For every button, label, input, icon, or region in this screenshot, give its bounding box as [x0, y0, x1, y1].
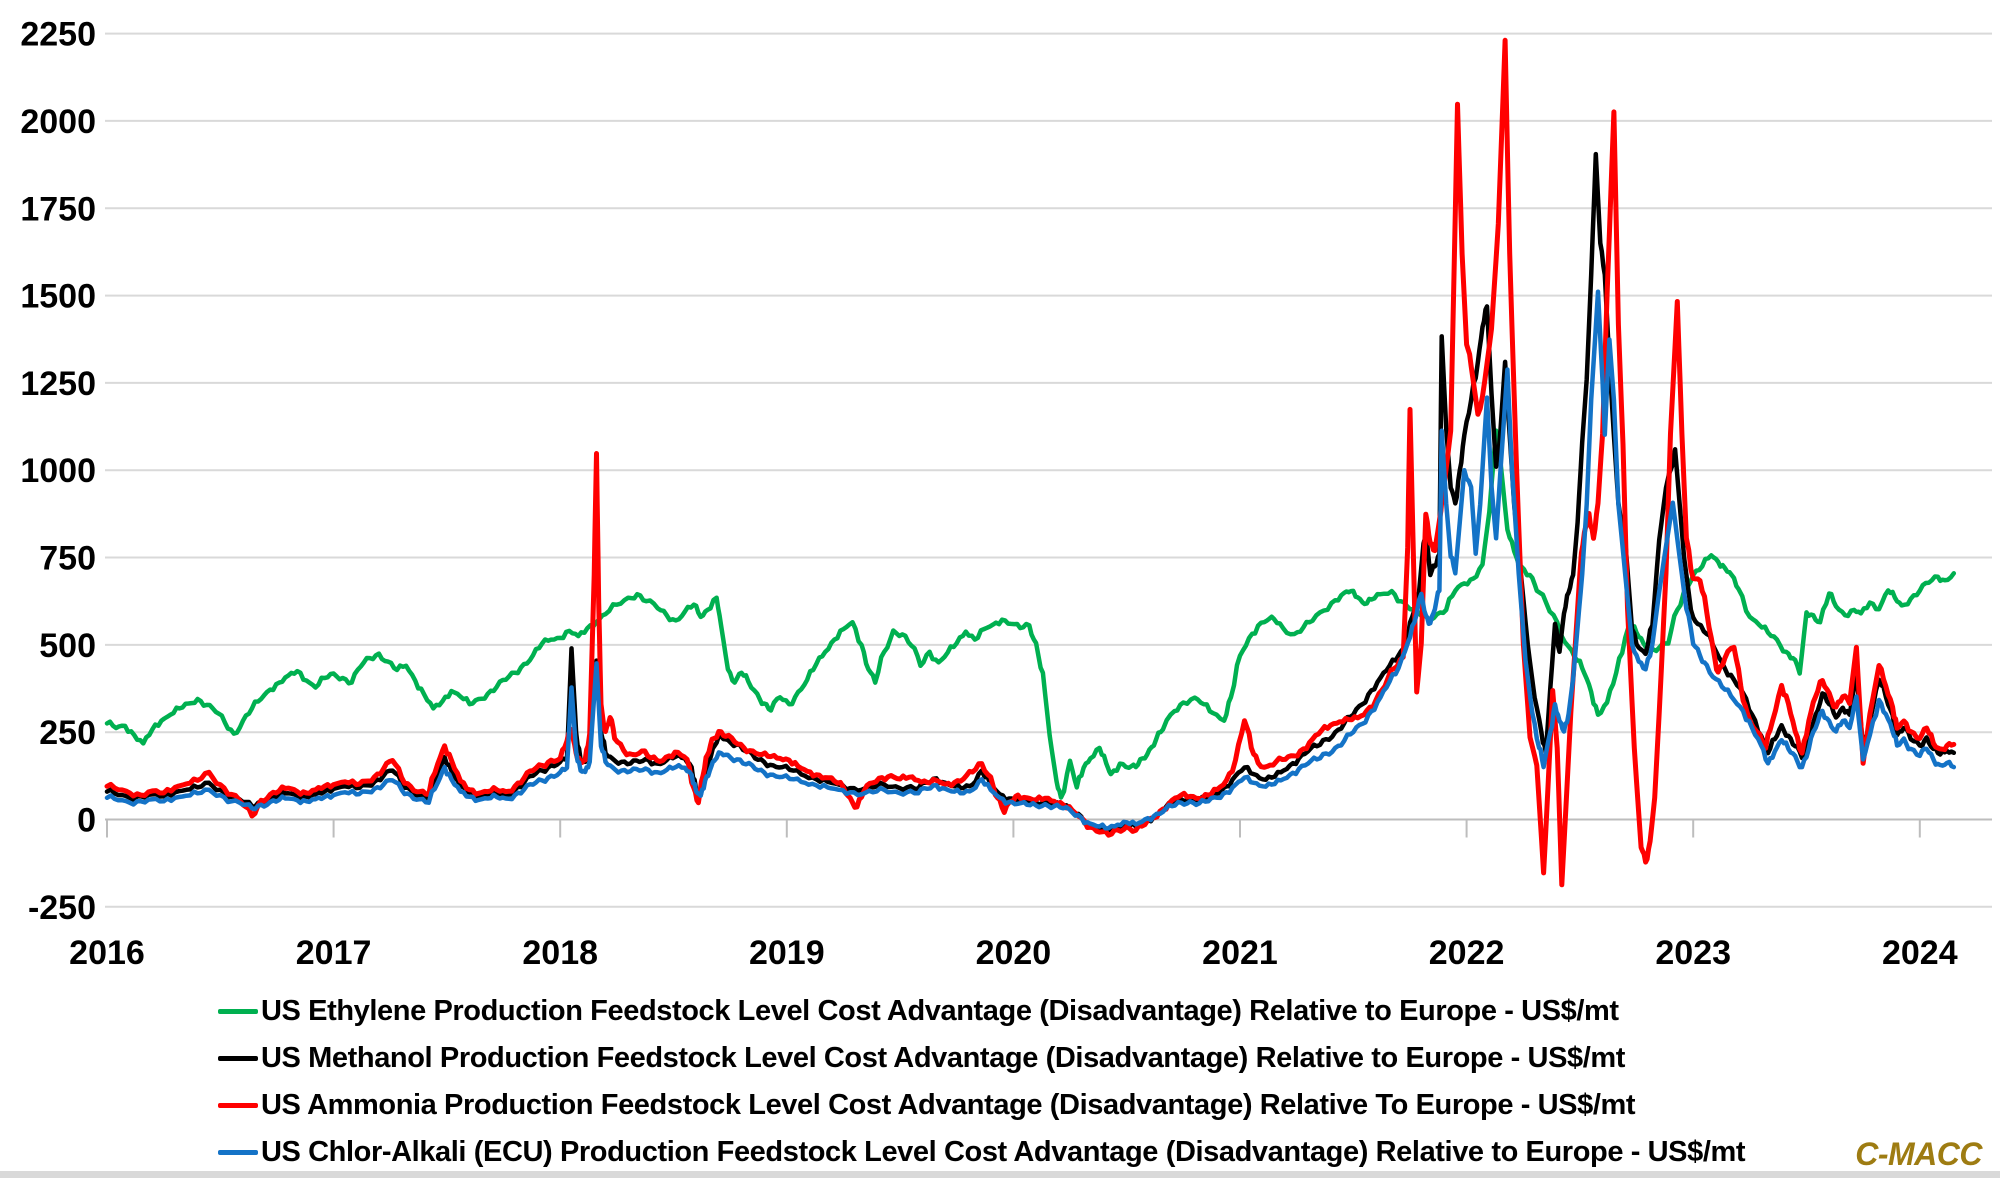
legend-swatch-line: [218, 1056, 258, 1061]
x-axis-tick-label: 2021: [1202, 934, 1278, 972]
x-axis-tick-label: 2020: [976, 934, 1052, 972]
y-axis-tick-label: 1250: [20, 365, 96, 403]
x-axis-tick-label: 2024: [1882, 934, 1958, 972]
bottom-strip: [0, 1171, 2000, 1178]
x-axis-tick-label: 2022: [1429, 934, 1505, 972]
y-axis-tick-label: 2250: [20, 16, 96, 54]
y-axis-tick-label: 750: [39, 540, 96, 578]
chart-legend: US Ethylene Production Feedstock Level C…: [218, 988, 1746, 1176]
legend-label: US Ammonia Production Feedstock Level Co…: [261, 1089, 1636, 1121]
y-axis-tick-label: 1500: [20, 278, 96, 316]
legend-swatch-line: [218, 1150, 258, 1155]
legend-item-ammonia: US Ammonia Production Feedstock Level Co…: [218, 1082, 1745, 1129]
x-axis-tick-label: 2023: [1655, 934, 1731, 972]
series-line-ammonia: [104, 37, 1957, 888]
legend-swatch-line: [218, 1009, 258, 1014]
legend-item-ethylene: US Ethylene Production Feedstock Level C…: [218, 988, 1745, 1035]
x-axis-tick-label: 2018: [522, 934, 598, 972]
series-line-ethylene: [104, 428, 1957, 800]
y-axis-tick-label: 250: [39, 714, 96, 752]
x-axis-tick-label: 2016: [69, 934, 145, 972]
y-axis-tick-label: 500: [39, 627, 96, 665]
legend-swatch-line: [218, 1103, 258, 1108]
y-axis-tick-label: 2000: [20, 103, 96, 141]
legend-label: US Methanol Production Feedstock Level C…: [261, 1042, 1626, 1074]
y-axis-tick-label: 0: [77, 802, 96, 840]
x-axis-tick-label: 2019: [749, 934, 825, 972]
y-axis-tick-label: 1000: [20, 452, 96, 490]
y-axis-tick-label: -250: [28, 889, 96, 927]
legend-label: US Chlor-Alkali (ECU) Production Feedsto…: [261, 1136, 1746, 1168]
legend-item-chlor_alkali: US Chlor-Alkali (ECU) Production Feedsto…: [218, 1129, 1746, 1176]
cmacc-logo: C-MACC: [1855, 1136, 1982, 1172]
series-line-chlor_alkali: [104, 289, 1957, 831]
series-line-methanol: [104, 151, 1957, 835]
y-axis-tick-label: 1750: [20, 190, 96, 228]
legend-label: US Ethylene Production Feedstock Level C…: [261, 995, 1619, 1027]
legend-item-methanol: US Methanol Production Feedstock Level C…: [218, 1035, 1745, 1082]
x-axis-tick-label: 2017: [296, 934, 372, 972]
